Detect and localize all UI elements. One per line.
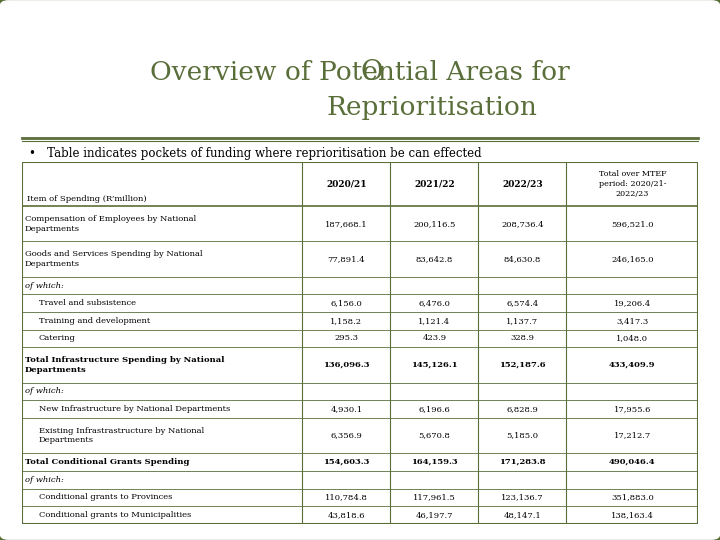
Text: 138,163.4: 138,163.4 — [611, 511, 654, 519]
Text: 2021/22: 2021/22 — [414, 180, 455, 188]
Text: 19,206.4: 19,206.4 — [613, 299, 651, 307]
Text: 77,891.4: 77,891.4 — [328, 255, 365, 263]
Text: 6,196.6: 6,196.6 — [418, 405, 450, 413]
Text: 490,046.4: 490,046.4 — [609, 458, 656, 466]
Text: Total Infrastructure Spending by National
Departments: Total Infrastructure Spending by Nationa… — [25, 356, 225, 374]
Text: 200,116.5: 200,116.5 — [413, 220, 456, 228]
Text: 6,574.4: 6,574.4 — [506, 299, 539, 307]
Text: 596,521.0: 596,521.0 — [611, 220, 654, 228]
Text: 1,158.2: 1,158.2 — [330, 317, 362, 325]
Text: 6,156.0: 6,156.0 — [330, 299, 362, 307]
Text: 2020/21: 2020/21 — [326, 180, 366, 188]
Text: Item of Spending (R’million): Item of Spending (R’million) — [27, 195, 147, 203]
Text: 5,185.0: 5,185.0 — [506, 431, 539, 440]
Text: 164,159.3: 164,159.3 — [411, 458, 458, 466]
Text: 1,121.4: 1,121.4 — [418, 317, 451, 325]
Text: 6,828.9: 6,828.9 — [506, 405, 539, 413]
Text: New Infrastructure by National Departments: New Infrastructure by National Departmen… — [39, 405, 230, 413]
Text: Travel and subsistence: Travel and subsistence — [39, 299, 135, 307]
Text: 136,096.3: 136,096.3 — [323, 361, 369, 369]
Text: 123,136.7: 123,136.7 — [501, 494, 544, 501]
Text: 17,955.6: 17,955.6 — [613, 405, 651, 413]
Text: 351,883.0: 351,883.0 — [611, 494, 654, 501]
Text: 208,736.4: 208,736.4 — [501, 220, 544, 228]
Text: 246,165.0: 246,165.0 — [611, 255, 654, 263]
Text: 3,417.3: 3,417.3 — [616, 317, 649, 325]
Text: Total over MTEF
period: 2020/21-
2022/23: Total over MTEF period: 2020/21- 2022/23 — [598, 170, 666, 199]
Text: 171,283.8: 171,283.8 — [499, 458, 546, 466]
Text: 110,784.8: 110,784.8 — [325, 494, 368, 501]
Text: 145,126.1: 145,126.1 — [411, 361, 458, 369]
Text: Training and development: Training and development — [39, 317, 150, 325]
Text: 6,356.9: 6,356.9 — [330, 431, 362, 440]
Text: Existing Infrastrastructure by National
Departments: Existing Infrastrastructure by National … — [39, 427, 204, 444]
Text: 84,630.8: 84,630.8 — [504, 255, 541, 263]
Text: 2022/23: 2022/23 — [502, 180, 543, 188]
Text: Goods and Services Spending by National
Departments: Goods and Services Spending by National … — [25, 250, 202, 268]
Text: 48,147.1: 48,147.1 — [503, 511, 541, 519]
Text: 1,048.0: 1,048.0 — [616, 334, 649, 342]
Text: 328.9: 328.9 — [510, 334, 534, 342]
Text: Reprioritisation: Reprioritisation — [327, 96, 537, 120]
Text: Catering: Catering — [39, 334, 76, 342]
Text: 43,818.6: 43,818.6 — [328, 511, 365, 519]
Text: of which:: of which: — [25, 476, 64, 484]
Text: Conditional grants to Provinces: Conditional grants to Provinces — [39, 494, 172, 501]
Text: 154,603.3: 154,603.3 — [323, 458, 369, 466]
Text: 17,212.7: 17,212.7 — [613, 431, 651, 440]
Text: 5,670.8: 5,670.8 — [418, 431, 451, 440]
Text: Total Conditional Grants Spending: Total Conditional Grants Spending — [25, 458, 189, 466]
Text: 83,642.8: 83,642.8 — [415, 255, 453, 263]
Text: Overview of Potential Areas for: Overview of Potential Areas for — [150, 60, 570, 85]
Text: of which:: of which: — [25, 281, 64, 289]
Text: 4,930.1: 4,930.1 — [330, 405, 363, 413]
Text: 187,668.1: 187,668.1 — [325, 220, 368, 228]
Text: of which:: of which: — [25, 387, 64, 395]
Text: 117,961.5: 117,961.5 — [413, 494, 456, 501]
Text: •   Table indicates pockets of funding where reprioritisation be can effected: • Table indicates pockets of funding whe… — [29, 147, 482, 160]
Text: 6,476.0: 6,476.0 — [418, 299, 451, 307]
Text: 433,409.9: 433,409.9 — [609, 361, 656, 369]
Text: 1,137.7: 1,137.7 — [506, 317, 539, 325]
Text: O: O — [360, 59, 382, 86]
Text: 152,187.6: 152,187.6 — [499, 361, 546, 369]
Text: 46,197.7: 46,197.7 — [415, 511, 453, 519]
Text: 423.9: 423.9 — [423, 334, 446, 342]
Text: Compensation of Employees by National
Departments: Compensation of Employees by National De… — [25, 215, 197, 233]
Text: 295.3: 295.3 — [335, 334, 359, 342]
Text: Conditional grants to Municipalities: Conditional grants to Municipalities — [39, 511, 191, 519]
